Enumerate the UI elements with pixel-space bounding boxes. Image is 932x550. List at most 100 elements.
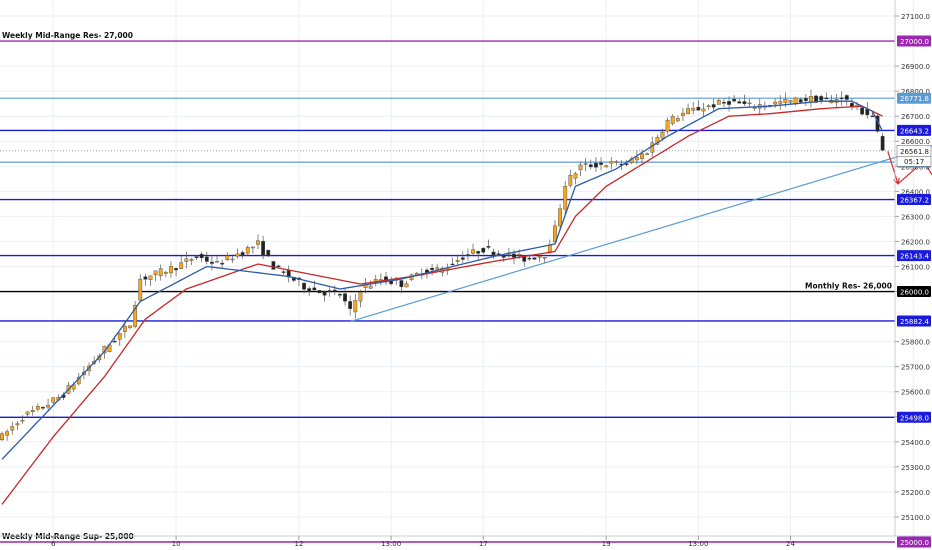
candle-body xyxy=(225,255,230,261)
candle-body xyxy=(343,293,347,302)
candle-body xyxy=(460,257,465,260)
candle-body xyxy=(184,258,189,262)
candle-body xyxy=(266,249,271,257)
candle-body xyxy=(798,99,803,103)
time-tick-label: 19 xyxy=(602,540,611,548)
candle-body xyxy=(15,423,20,426)
candle-body xyxy=(476,251,481,254)
candle-body xyxy=(870,115,875,118)
candle-body xyxy=(143,276,148,280)
candle-body xyxy=(501,255,506,258)
candle-body xyxy=(163,272,168,274)
candle-body xyxy=(578,164,583,171)
candle-body xyxy=(46,404,50,408)
time-tick-label: 13:00 xyxy=(381,540,401,548)
candle-body xyxy=(491,251,496,256)
countdown-badge-bg xyxy=(896,156,932,167)
price-tick-label: 26300.0 xyxy=(901,213,930,221)
price-tick-label: 25700.0 xyxy=(901,364,930,372)
level-price-badge-bg xyxy=(897,124,931,136)
candles xyxy=(0,89,885,442)
candle-body xyxy=(25,411,30,415)
price-tick-label: 25800.0 xyxy=(901,339,930,347)
candle-body xyxy=(788,99,793,103)
price-tick-label: 25400.0 xyxy=(901,439,930,447)
level-price-badge-bg xyxy=(897,536,931,548)
candle-body xyxy=(250,246,255,249)
candle-body xyxy=(256,240,260,245)
candle-body xyxy=(128,325,132,328)
candle-body xyxy=(732,98,737,102)
candle-body xyxy=(609,161,614,164)
candle-body xyxy=(358,291,363,302)
candle-body xyxy=(41,407,45,409)
trendline-group xyxy=(349,145,932,323)
projection-path xyxy=(887,151,932,185)
candle-body xyxy=(809,96,813,103)
level-price-badge: 26000.0 xyxy=(900,289,929,297)
candle-body xyxy=(10,426,15,431)
level-price-badge-bg xyxy=(897,35,931,47)
candle-body xyxy=(517,254,522,256)
candle-body xyxy=(773,101,778,105)
horizontal-levels xyxy=(0,40,895,543)
candle-body xyxy=(665,119,670,132)
candle-body xyxy=(701,108,706,112)
candle-body xyxy=(466,254,470,256)
level-price-badge-bg xyxy=(897,411,931,423)
candle-body xyxy=(634,156,639,161)
candle-body xyxy=(210,261,214,264)
time-tick-label: 10 xyxy=(172,540,181,548)
time-tick-label: 13:00 xyxy=(688,540,708,548)
candle-body xyxy=(435,267,440,270)
candle-body xyxy=(512,253,516,258)
candle-body xyxy=(30,410,35,412)
candle-body xyxy=(312,287,317,291)
candle-body xyxy=(865,108,870,116)
level-price-badge: 27000.0 xyxy=(900,38,929,46)
candle-body xyxy=(338,294,342,296)
level-annotation: Monthly Res- 26,000 xyxy=(805,282,892,291)
candle-body xyxy=(148,275,153,280)
candle-body xyxy=(588,164,593,168)
price-tick-label: 26800.0 xyxy=(901,88,930,96)
candle-body xyxy=(281,271,286,273)
candle-body xyxy=(276,265,281,268)
candle-body xyxy=(706,105,711,108)
price-tick-label: 25200.0 xyxy=(901,489,930,497)
time-tick-label: 12 xyxy=(294,540,303,548)
level-price-badge: 25498.0 xyxy=(900,414,929,422)
candle-body xyxy=(230,258,235,261)
candle-body xyxy=(138,278,143,301)
candle-body xyxy=(696,106,701,111)
candle-body xyxy=(455,260,460,262)
price-tick-label: 26900.0 xyxy=(901,63,930,71)
candle-body xyxy=(880,136,885,151)
candle-body xyxy=(245,247,250,254)
candle-body xyxy=(722,102,726,104)
candle-body xyxy=(640,153,644,159)
candle-body xyxy=(716,100,721,105)
candle-body xyxy=(742,101,747,104)
price-tick-label: 26100.0 xyxy=(901,263,930,271)
candle-body xyxy=(179,262,184,269)
candle-body xyxy=(481,247,486,253)
candle-body xyxy=(204,256,209,262)
price-axis[interactable]: 25100.025200.025300.025400.025500.025600… xyxy=(895,13,930,522)
candle-body xyxy=(51,397,56,403)
candle-body xyxy=(158,268,163,277)
level-price-badge-bg xyxy=(897,315,931,327)
grid xyxy=(0,0,914,536)
ema-fast-line xyxy=(1,100,884,460)
candle-body xyxy=(133,305,138,327)
candle-body xyxy=(681,112,685,116)
price-tick-label: 25600.0 xyxy=(901,389,930,397)
price-tick-label: 25300.0 xyxy=(901,464,930,472)
candle-body xyxy=(563,186,568,210)
candle-body xyxy=(348,301,353,309)
candle-body xyxy=(583,163,588,165)
candle-body xyxy=(261,240,266,256)
level-price-badge-bg xyxy=(897,194,931,206)
candle-body xyxy=(20,419,25,422)
